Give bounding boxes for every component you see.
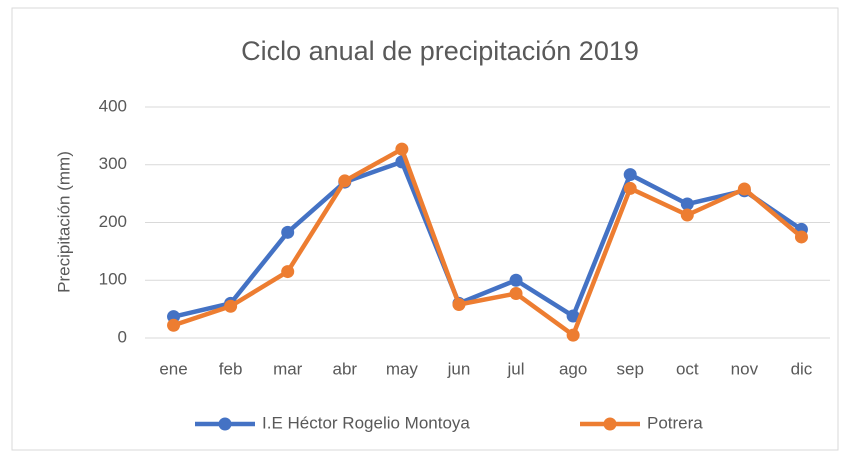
y-tick-label: 0 [118, 327, 127, 346]
data-point [509, 273, 523, 287]
data-point [281, 265, 295, 279]
chart-title: Ciclo anual de precipitación 2019 [241, 36, 639, 66]
data-point [623, 168, 637, 182]
data-point [395, 142, 409, 156]
legend-label: Potrera [647, 413, 703, 432]
data-point [566, 309, 580, 323]
data-point [680, 208, 694, 222]
data-point [680, 197, 694, 211]
data-point [623, 181, 637, 195]
x-tick-label: feb [219, 359, 243, 378]
y-tick-label: 100 [99, 270, 127, 289]
data-point [224, 299, 238, 313]
x-tick-label: dic [791, 359, 813, 378]
data-point [566, 328, 580, 342]
x-tick-label: oct [676, 359, 699, 378]
x-tick-label: sep [616, 359, 643, 378]
data-point [509, 287, 523, 301]
x-tick-label: ene [159, 359, 187, 378]
data-point [281, 225, 295, 239]
legend-label: I.E Héctor Rogelio Montoya [262, 413, 470, 432]
y-tick-label: 300 [99, 154, 127, 173]
data-point [794, 230, 808, 244]
data-point [338, 174, 352, 188]
x-tick-label: jun [447, 359, 471, 378]
x-tick-label: abr [333, 359, 358, 378]
y-tick-label: 200 [99, 212, 127, 231]
x-tick-label: jul [507, 359, 525, 378]
x-tick-label: may [386, 359, 419, 378]
x-tick-label: mar [273, 359, 303, 378]
data-point [167, 318, 181, 332]
chart-border [11, 7, 839, 451]
data-point [452, 298, 466, 312]
legend-marker [603, 417, 617, 431]
x-tick-label: ago [559, 359, 587, 378]
series-line [173, 159, 803, 319]
y-tick-label: 400 [99, 96, 127, 115]
y-axis-label: Precipitación (mm) [54, 151, 73, 293]
series-line [172, 146, 803, 338]
data-point [737, 182, 751, 196]
x-tick-label: nov [731, 359, 759, 378]
legend-marker [218, 417, 232, 431]
